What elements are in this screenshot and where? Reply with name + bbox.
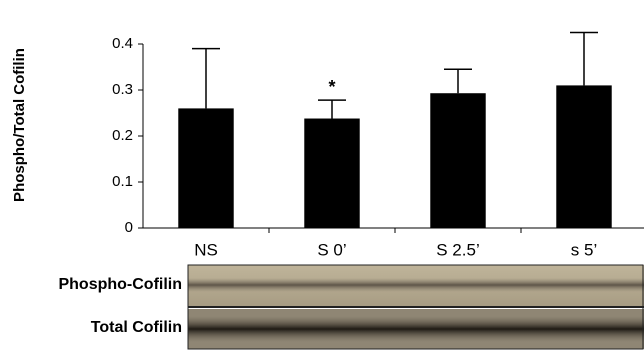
y-axis-label: Phospho/Total Cofilin <box>11 48 28 202</box>
blot-label: Total Cofilin <box>91 319 182 336</box>
error-bar <box>444 69 472 93</box>
bar <box>430 93 485 228</box>
y-tick-label: 0 <box>125 219 133 236</box>
error-bar <box>318 100 346 118</box>
bar <box>304 119 359 228</box>
blot-label: Phospho-Cofilin <box>58 276 182 293</box>
bar <box>556 85 611 228</box>
x-tick-label: S 0’ <box>317 240 346 259</box>
error-bar <box>570 33 598 86</box>
x-tick-label: NS <box>194 240 218 259</box>
x-tick-label: s 5’ <box>571 240 597 259</box>
y-tick-label: 0.1 <box>112 173 133 190</box>
y-tick-label: 0.2 <box>112 127 133 144</box>
annotation: * <box>328 77 335 97</box>
x-tick-label: S 2.5’ <box>436 240 479 259</box>
y-tick-label: 0.3 <box>112 81 133 98</box>
y-tick-label: 0.4 <box>112 35 133 52</box>
error-bar <box>192 49 220 109</box>
page: {"chart_data": {"type": "bar", "ylabel":… <box>0 0 644 350</box>
bar <box>178 108 233 228</box>
blot-image <box>188 265 644 349</box>
chart: Phospho/Total Cofilin Phospho-Cofilin To… <box>0 0 644 350</box>
